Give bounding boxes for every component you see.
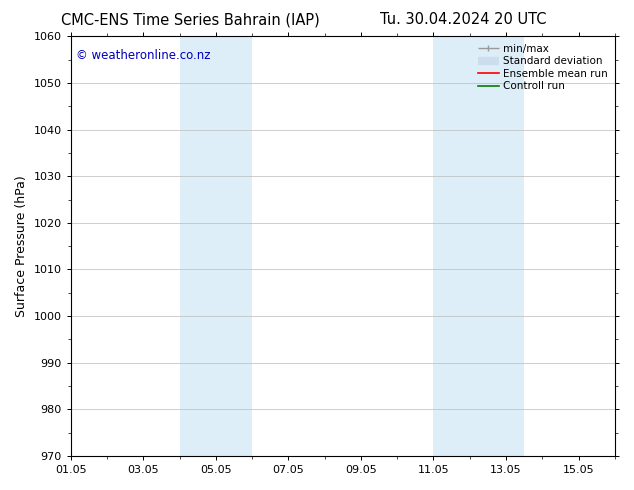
Text: Tu. 30.04.2024 20 UTC: Tu. 30.04.2024 20 UTC: [380, 12, 546, 27]
Text: © weatheronline.co.nz: © weatheronline.co.nz: [76, 49, 210, 62]
Bar: [179, 36, 252, 456]
Y-axis label: Surface Pressure (hPa): Surface Pressure (hPa): [15, 175, 28, 317]
Legend: min/max, Standard deviation, Ensemble mean run, Controll run: min/max, Standard deviation, Ensemble me…: [476, 42, 610, 94]
Bar: [434, 36, 524, 456]
Text: CMC-ENS Time Series Bahrain (IAP): CMC-ENS Time Series Bahrain (IAP): [61, 12, 320, 27]
